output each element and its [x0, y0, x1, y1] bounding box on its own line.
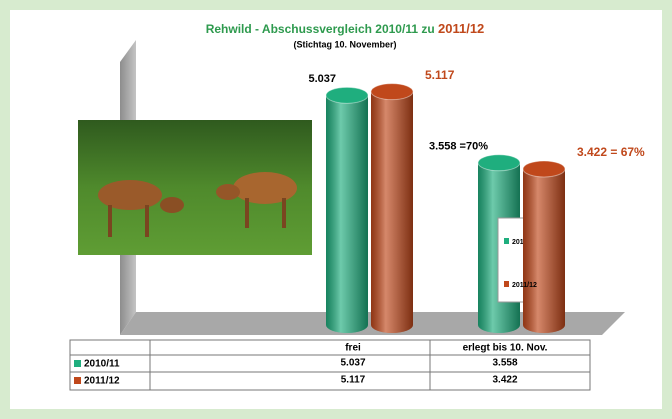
cylinder-top: [326, 87, 368, 103]
table-cell: 5.037: [340, 358, 365, 369]
chart-subtitle: (Stichtag 10. November): [293, 39, 396, 49]
cylinder-shade: [523, 169, 565, 333]
value-label: 5.037: [308, 73, 336, 85]
cylinder-top: [371, 84, 413, 100]
cylinder-top: [478, 155, 520, 171]
table-swatch: [74, 377, 81, 384]
legend-swatch: [504, 238, 509, 244]
x-category-label: frei: [345, 343, 361, 354]
x-category-label: erlegt bis 10. Nov.: [463, 343, 548, 354]
table-swatch: [74, 360, 81, 367]
legend-swatch: [504, 281, 509, 287]
chart: Rehwild - Abschussvergleich 2010/11 zu 2…: [0, 0, 672, 419]
table-series-label: 2010/11: [84, 359, 120, 370]
table-cell: 3.558: [492, 358, 517, 369]
value-label: 3.558 =70%: [429, 141, 488, 153]
chart-title: Rehwild - Abschussvergleich 2010/11 zu 2…: [206, 21, 485, 36]
legend-label: 2011/12: [512, 282, 537, 289]
title-main: Rehwild - Abschussvergleich 2010/11 zu: [206, 22, 435, 36]
table-cell: 3.422: [492, 375, 517, 386]
photo: [78, 120, 312, 255]
page: Rehwild - Abschussvergleich 2010/11 zu 2…: [0, 0, 672, 419]
value-label: 5.117: [425, 68, 455, 82]
table-cell: 5.117: [341, 375, 366, 386]
value-label: 3.422 = 67%: [577, 145, 645, 159]
table-series-label: 2011/12: [84, 376, 120, 387]
cylinder-top: [523, 161, 565, 177]
title-highlight: 2011/12: [438, 21, 484, 36]
cylinder-shade: [371, 92, 413, 333]
cylinder-shade: [326, 95, 368, 333]
